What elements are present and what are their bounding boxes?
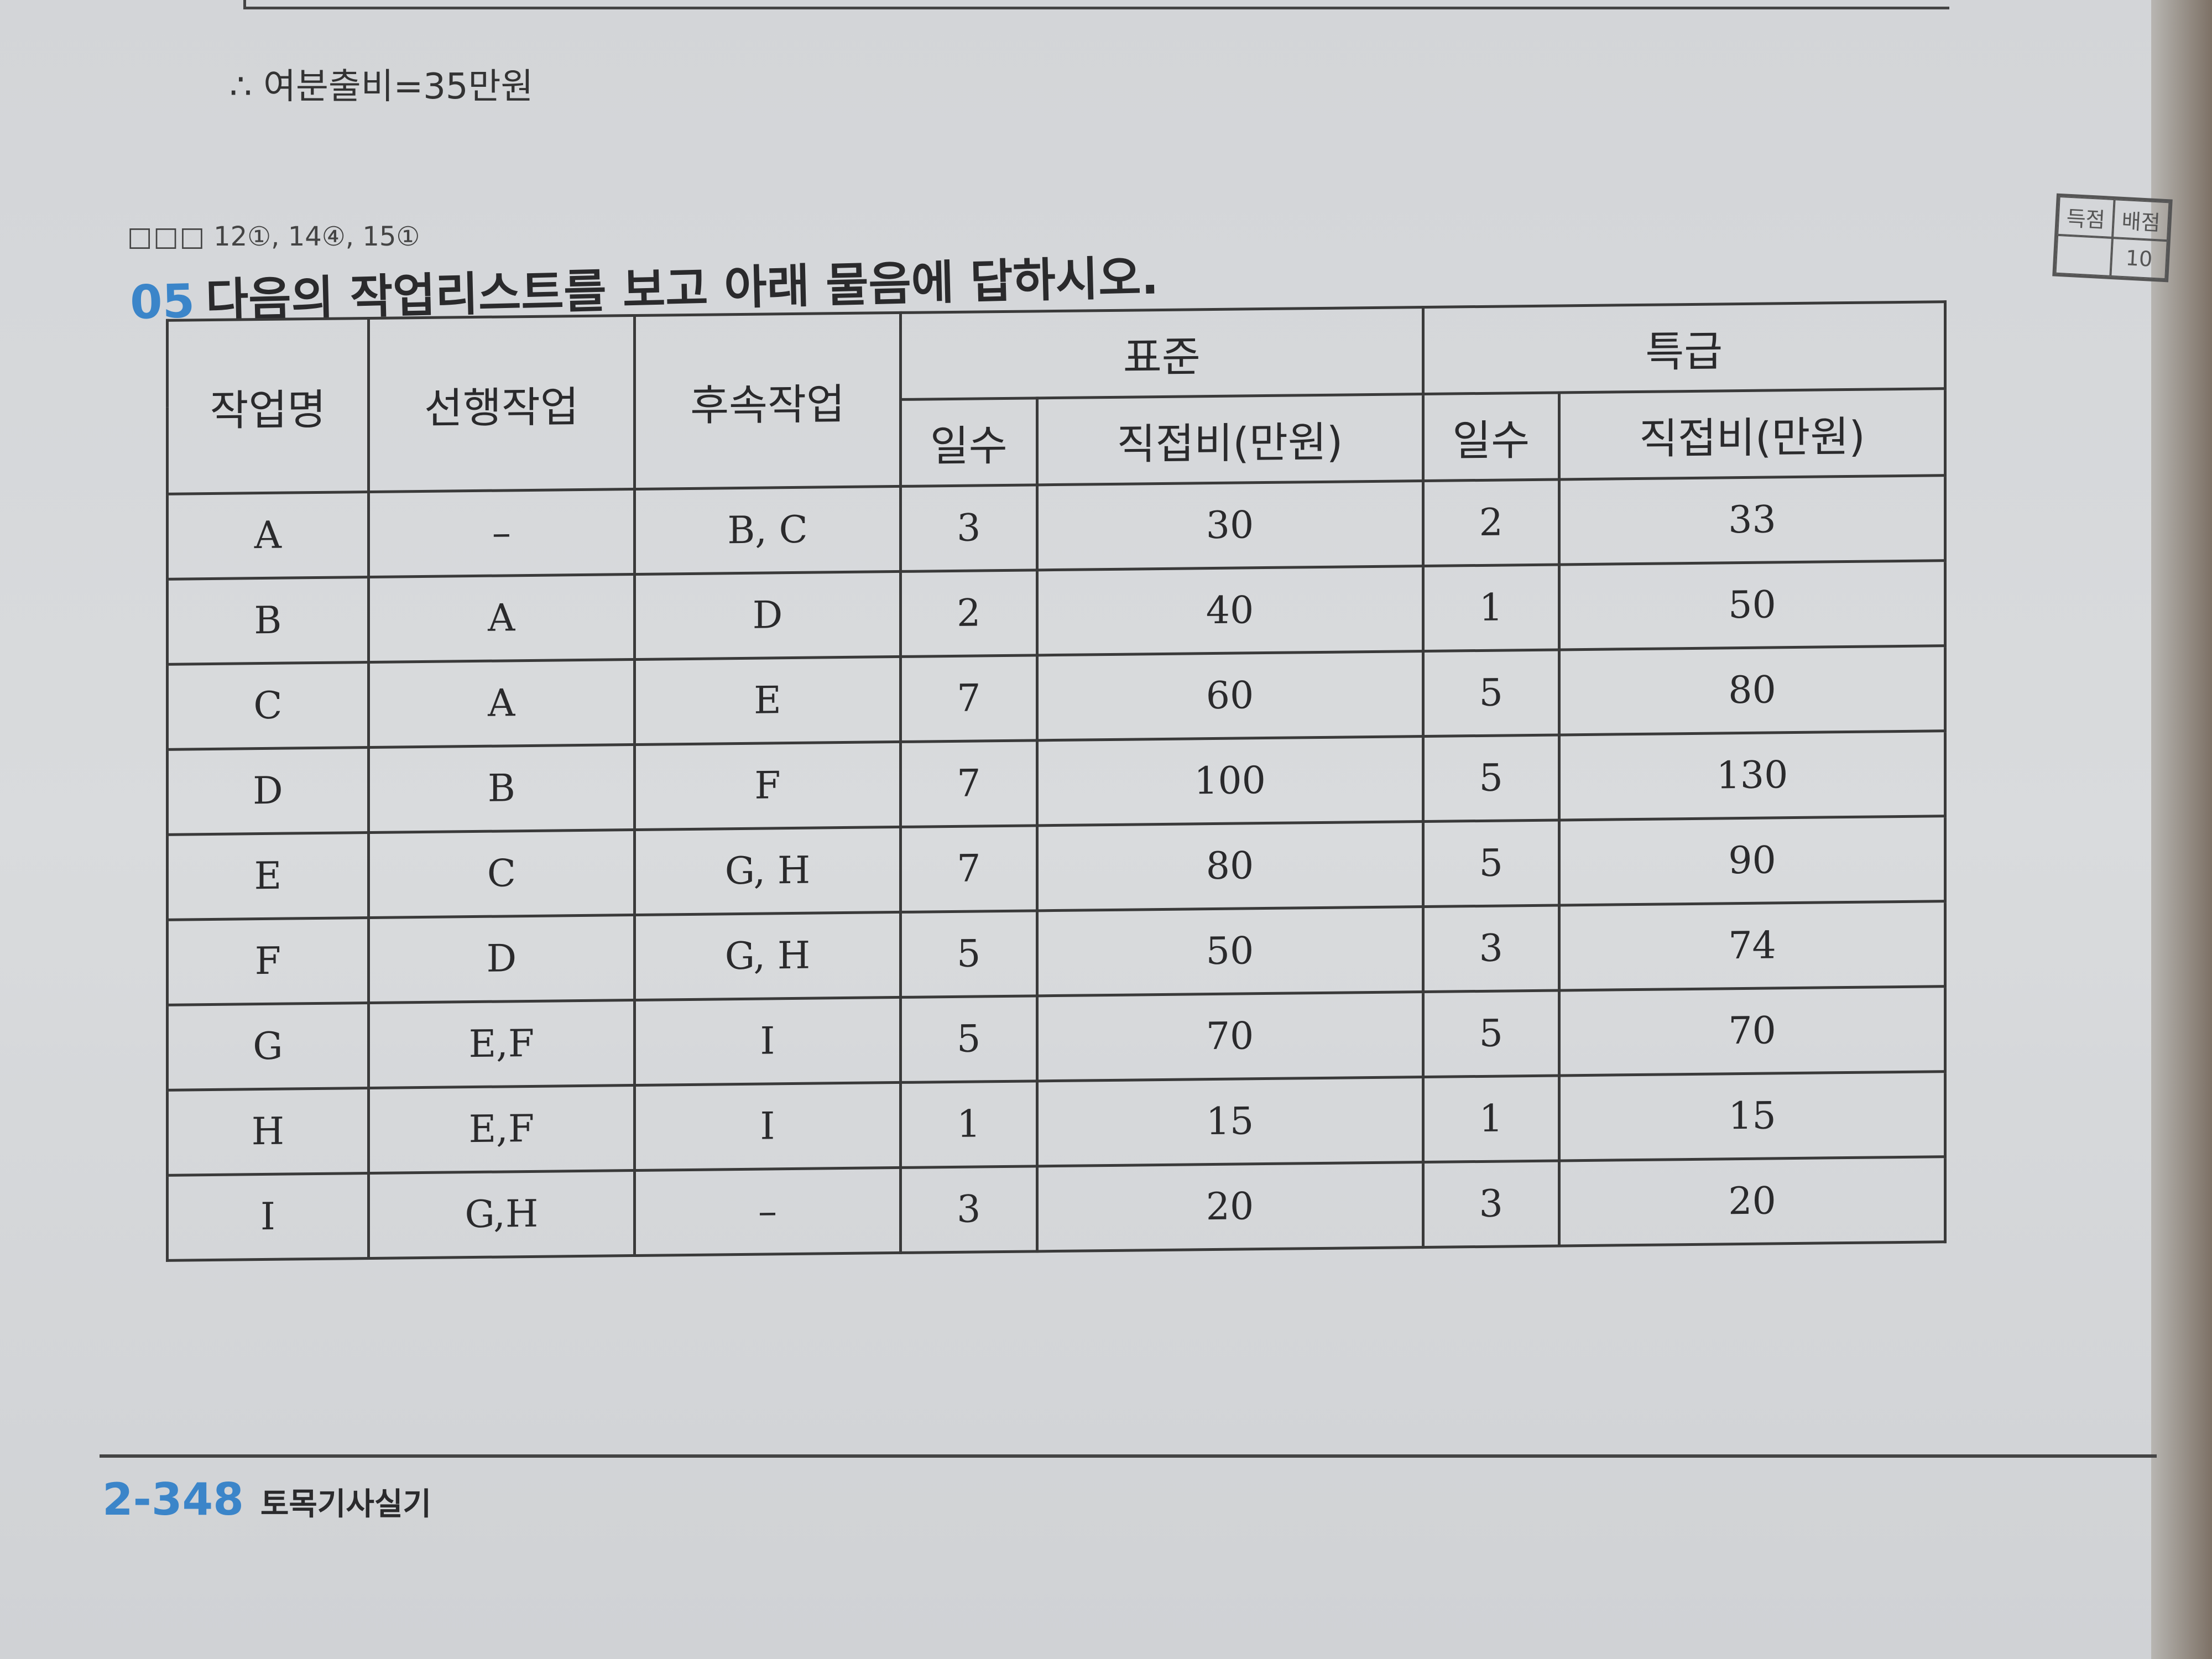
cell-standard-cost: 30 xyxy=(1037,481,1423,570)
cell-successor: G, H xyxy=(634,827,901,915)
previous-table-border xyxy=(243,0,1949,9)
cell-predecessor: D xyxy=(368,915,635,1003)
cell-crash-days: 5 xyxy=(1423,734,1559,822)
header-standard-cost: 직접비(만원) xyxy=(1037,394,1423,485)
cell-predecessor: A xyxy=(368,574,635,662)
cell-predecessor: A xyxy=(368,659,635,748)
cell-successor: D xyxy=(634,571,901,660)
exam-years: 12①, 14④, 15① xyxy=(213,221,420,252)
cell-standard-days: 7 xyxy=(900,655,1037,742)
cell-task: A xyxy=(167,492,369,580)
cell-crash-days: 5 xyxy=(1423,990,1559,1077)
cell-crash-cost: 20 xyxy=(1559,1156,1945,1246)
cell-standard-days: 7 xyxy=(900,740,1037,827)
cell-predecessor: E,F xyxy=(368,1085,635,1173)
cell-crash-days: 5 xyxy=(1423,649,1559,737)
checkboxes: □□□ xyxy=(127,221,206,252)
cell-predecessor: – xyxy=(368,489,635,577)
cell-crash-days: 5 xyxy=(1423,820,1559,907)
cell-crash-cost: 90 xyxy=(1559,816,1945,905)
cell-crash-days: 3 xyxy=(1423,1160,1559,1248)
cell-predecessor: G,H xyxy=(368,1170,635,1259)
previous-answer: ∴ 여분출비=35만원 xyxy=(229,66,534,107)
question-meta: □□□ 12①, 14④, 15① xyxy=(127,221,420,252)
cell-crash-days: 1 xyxy=(1423,1075,1559,1162)
points-label: 배점 xyxy=(2112,199,2170,241)
cell-standard-cost: 40 xyxy=(1037,566,1423,655)
cell-standard-days: 3 xyxy=(900,1166,1037,1253)
page-edge xyxy=(2151,0,2212,1659)
cell-successor: B, C xyxy=(634,486,901,575)
cell-crash-cost: 80 xyxy=(1559,645,1945,735)
book-title: 토목기사실기 xyxy=(260,1486,431,1522)
cell-crash-cost: 50 xyxy=(1559,560,1945,650)
cell-successor: G, H xyxy=(634,912,901,1000)
header-task: 작업명 xyxy=(167,318,369,494)
task-table: 작업명 선행작업 후속작업 표준 특급 일수 직접비(만원) 일수 직접비(만원… xyxy=(166,300,1947,1262)
cell-crash-days: 1 xyxy=(1423,564,1559,651)
points-value: 10 xyxy=(2110,238,2168,280)
cell-task: E xyxy=(167,832,369,920)
cell-standard-cost: 50 xyxy=(1037,906,1423,996)
cell-crash-cost: 130 xyxy=(1559,731,1945,820)
cell-successor: F xyxy=(634,742,901,830)
header-standard: 표준 xyxy=(900,307,1423,400)
cell-predecessor: C xyxy=(368,830,635,918)
table-row: I G,H –3 20 3 20 xyxy=(167,1156,1945,1261)
cell-task: D xyxy=(167,747,369,835)
footer: 2-348 토목기사실기 xyxy=(102,1474,431,1525)
obtained-label: 득점 xyxy=(2057,196,2115,238)
cell-standard-cost: 70 xyxy=(1037,992,1423,1081)
cell-standard-days: 3 xyxy=(900,484,1037,572)
cell-predecessor: E,F xyxy=(368,1000,635,1088)
header-crash-cost: 직접비(만원) xyxy=(1559,388,1945,479)
header-standard-days: 일수 xyxy=(900,398,1037,487)
header-predecessor: 선행작업 xyxy=(368,315,635,492)
cell-crash-cost: 70 xyxy=(1559,986,1945,1076)
cell-task: G xyxy=(167,1003,369,1091)
cell-standard-cost: 80 xyxy=(1037,821,1423,911)
cell-task: F xyxy=(167,917,369,1005)
score-box: 득점 배점 10 xyxy=(2052,193,2173,283)
cell-task: C xyxy=(167,662,369,750)
header-successor: 후속작업 xyxy=(634,312,901,489)
cell-standard-cost: 60 xyxy=(1037,651,1423,740)
cell-standard-cost: 20 xyxy=(1037,1162,1423,1251)
cell-crash-days: 3 xyxy=(1423,905,1559,992)
header-crash-days: 일수 xyxy=(1423,392,1559,481)
cell-successor: I xyxy=(634,997,901,1086)
cell-standard-days: 5 xyxy=(900,995,1037,1083)
cell-crash-cost: 74 xyxy=(1559,901,1945,990)
cell-successor: I xyxy=(634,1082,901,1171)
cell-standard-days: 7 xyxy=(900,825,1037,912)
cell-successor: – xyxy=(634,1167,901,1256)
page-number: 2-348 xyxy=(102,1474,244,1525)
cell-crash-cost: 33 xyxy=(1559,475,1945,565)
cell-successor: E xyxy=(634,656,901,745)
cell-task: H xyxy=(167,1088,369,1176)
cell-task: I xyxy=(167,1173,369,1261)
cell-standard-days: 2 xyxy=(900,570,1037,657)
header-crash: 특급 xyxy=(1423,301,1945,394)
obtained-value xyxy=(2055,234,2112,276)
cell-predecessor: B xyxy=(368,744,635,833)
cell-crash-days: 2 xyxy=(1423,479,1559,566)
footer-rule xyxy=(100,1454,2157,1458)
cell-standard-days: 5 xyxy=(900,910,1037,998)
cell-standard-cost: 15 xyxy=(1037,1077,1423,1166)
cell-crash-cost: 15 xyxy=(1559,1071,1945,1161)
cell-standard-cost: 100 xyxy=(1037,736,1423,826)
cell-task: B xyxy=(167,577,369,665)
cell-standard-days: 1 xyxy=(900,1081,1037,1168)
